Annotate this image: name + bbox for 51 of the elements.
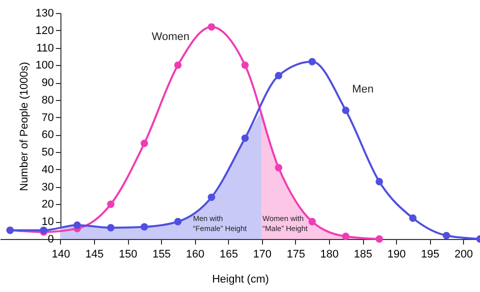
y-tick-label: 130 xyxy=(36,8,54,20)
x-tick-label: 200 xyxy=(454,248,473,260)
point xyxy=(140,223,148,231)
point xyxy=(140,140,148,148)
point xyxy=(274,72,282,80)
x-tick-label: 150 xyxy=(118,248,138,260)
y-tick-label: 40 xyxy=(42,164,54,176)
y-tick-label: 80 xyxy=(42,94,54,106)
y-tick-label: 10 xyxy=(42,216,54,228)
point xyxy=(442,232,450,240)
point xyxy=(107,224,114,232)
y-tick-label: 60 xyxy=(42,129,54,142)
point xyxy=(73,221,81,229)
point xyxy=(308,218,316,226)
point xyxy=(409,214,417,222)
point xyxy=(376,178,384,186)
x-tick-label: 155 xyxy=(152,248,171,260)
y-tick-label: 50 xyxy=(42,146,54,159)
point xyxy=(241,61,249,69)
y-tick-label: 120 xyxy=(36,24,54,37)
x-tick-label: 170 xyxy=(253,248,272,260)
y-tick-label: 30 xyxy=(42,181,54,194)
point xyxy=(308,58,316,66)
point xyxy=(174,218,182,226)
x-tick-label: 175 xyxy=(286,248,306,260)
x-tick-label: 190 xyxy=(387,248,406,260)
x-tick-label: 165 xyxy=(220,248,238,260)
x-tick-label: 140 xyxy=(52,248,70,260)
point xyxy=(208,194,216,201)
y-tick-label: 20 xyxy=(42,198,54,211)
point xyxy=(174,61,182,69)
x-tick-label: 195 xyxy=(420,248,440,260)
point xyxy=(342,106,350,114)
series-label: Women xyxy=(152,30,190,43)
y-axis-title: Number of People (1000s) xyxy=(18,62,31,192)
x-tick-label: 160 xyxy=(186,248,204,260)
point xyxy=(342,232,350,240)
x-axis-title: Height (cm) xyxy=(212,274,269,286)
y-tick-label: 110 xyxy=(36,42,54,54)
point xyxy=(274,164,282,172)
point xyxy=(376,235,384,243)
y-tick-label: 70 xyxy=(42,112,54,124)
point xyxy=(208,23,216,31)
x-tick-label: 145 xyxy=(85,248,104,260)
x-tick-label: 180 xyxy=(320,248,339,260)
point xyxy=(241,134,249,142)
y-tick-label: 90 xyxy=(42,77,54,90)
x-tick-label: 185 xyxy=(354,248,372,260)
point xyxy=(107,200,114,208)
y-tick-label: 100 xyxy=(36,60,54,72)
series-label: Men xyxy=(352,84,374,96)
